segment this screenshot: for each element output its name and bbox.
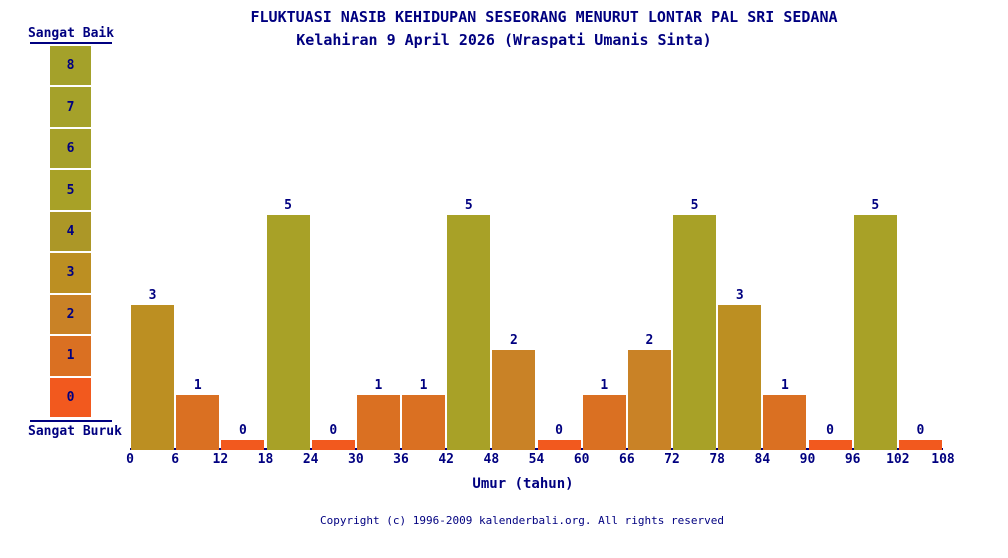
bar-value-label: 2 bbox=[509, 333, 518, 348]
x-tick-42: 42 bbox=[438, 452, 454, 467]
x-tick-66: 66 bbox=[619, 452, 635, 467]
chart-title: FLUKTUASI NASIB KEHIDUPAN SESEORANG MENU… bbox=[250, 8, 838, 26]
legend-level-5: 5 bbox=[50, 170, 91, 210]
bar-value-label: 5 bbox=[871, 198, 880, 213]
bar-value-label: 2 bbox=[645, 333, 654, 348]
x-tick-24: 24 bbox=[302, 452, 319, 467]
x-tick-48: 48 bbox=[483, 452, 500, 467]
bar-value-label: 3 bbox=[735, 288, 744, 303]
legend-level-8: 8 bbox=[50, 46, 91, 86]
legend-bottom-rule bbox=[30, 420, 112, 422]
x-tick-96: 96 bbox=[844, 452, 861, 467]
bar-value-label: 0 bbox=[238, 423, 247, 438]
legend-level-4: 4 bbox=[50, 211, 91, 252]
legend-top-rule bbox=[30, 42, 112, 44]
bar-value-label: 0 bbox=[555, 423, 563, 438]
bar-age-12-18 bbox=[221, 440, 265, 450]
bar-value-label: 5 bbox=[464, 198, 473, 213]
bar-value-label: 1 bbox=[419, 378, 428, 393]
x-axis-title: Umur (tahun) bbox=[472, 476, 574, 492]
legend-level-3: 3 bbox=[50, 253, 91, 293]
x-tick-6: 6 bbox=[171, 452, 180, 467]
x-tick-108: 108 bbox=[931, 452, 955, 467]
bar-age-24-30 bbox=[311, 440, 355, 450]
bar-age-90-96 bbox=[808, 440, 852, 450]
bar-value-label: 1 bbox=[780, 378, 789, 393]
bar-age-84-90 bbox=[763, 395, 807, 450]
bar-value-label: 1 bbox=[600, 378, 609, 393]
chart-subtitle: Kelahiran 9 April 2026 (Wraspati Umanis … bbox=[296, 31, 712, 49]
bar-age-42-48 bbox=[447, 215, 491, 450]
legend-level-1: 1 bbox=[50, 336, 91, 376]
x-tick-78: 78 bbox=[709, 452, 725, 467]
legend-level-7: 7 bbox=[50, 87, 91, 127]
bar-age-30-36 bbox=[356, 395, 400, 450]
x-tick-90: 90 bbox=[799, 452, 816, 467]
legend-level-6: 6 bbox=[50, 128, 91, 169]
bar-value-label: 0 bbox=[329, 423, 338, 438]
bar-value-label: 0 bbox=[916, 423, 925, 438]
bar-age-102-108 bbox=[898, 440, 942, 450]
bar-age-0-6 bbox=[131, 305, 175, 450]
bar-age-78-84 bbox=[718, 305, 762, 450]
bar-value-label: 0 bbox=[826, 423, 834, 438]
bar-age-36-42 bbox=[402, 395, 446, 450]
x-tick-0: 0 bbox=[126, 452, 134, 467]
x-tick-72: 72 bbox=[664, 452, 680, 467]
bar-value-label: 1 bbox=[374, 378, 383, 393]
x-tick-30: 30 bbox=[348, 452, 364, 467]
bar-age-96-102 bbox=[853, 215, 897, 450]
bar-age-18-24 bbox=[266, 215, 310, 450]
bar-age-48-54 bbox=[492, 350, 536, 450]
x-tick-54: 54 bbox=[528, 452, 545, 467]
copyright-text: Copyright (c) 1996-2009 kalenderbali.org… bbox=[320, 514, 724, 527]
x-tick-36: 36 bbox=[393, 452, 409, 467]
bar-value-label: 5 bbox=[690, 198, 699, 213]
bar-age-66-72 bbox=[627, 350, 671, 450]
bar-age-60-66 bbox=[582, 395, 626, 450]
legend-level-2: 2 bbox=[50, 294, 91, 335]
legend-level-0: 0 bbox=[50, 377, 91, 418]
legend-best-label: Sangat Baik bbox=[27, 26, 115, 41]
bar-value-label: 3 bbox=[148, 288, 157, 303]
bar-value-label: 1 bbox=[193, 378, 202, 393]
bar-value-label: 5 bbox=[284, 198, 292, 213]
bar-age-6-12 bbox=[176, 395, 220, 450]
x-tick-18: 18 bbox=[257, 452, 274, 467]
bar-age-72-78 bbox=[673, 215, 717, 450]
x-tick-12: 12 bbox=[212, 452, 229, 467]
x-tick-84: 84 bbox=[754, 452, 771, 467]
x-tick-60: 60 bbox=[573, 452, 590, 467]
legend-worst-label: Sangat Buruk bbox=[28, 424, 122, 439]
x-tick-102: 102 bbox=[886, 452, 910, 467]
x-axis-line bbox=[130, 448, 943, 450]
bar-age-54-60 bbox=[537, 440, 581, 450]
